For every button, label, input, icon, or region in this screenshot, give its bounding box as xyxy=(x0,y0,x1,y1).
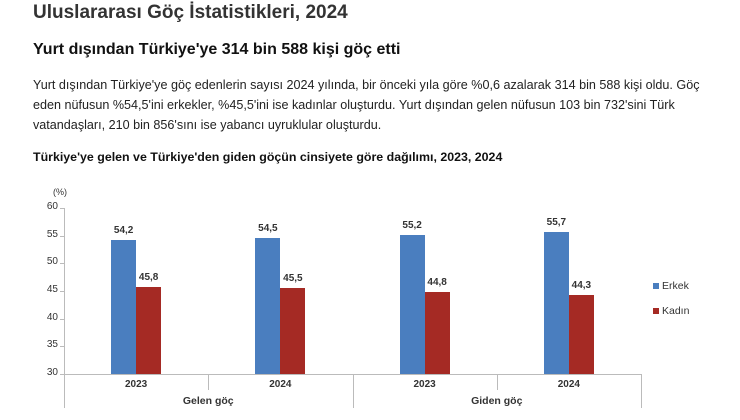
y-tick-label: 60 xyxy=(46,201,58,212)
y-tick xyxy=(60,318,64,320)
bar-kadın xyxy=(280,288,306,374)
bar-erkek xyxy=(399,234,425,374)
y-axis-unit: (%) xyxy=(53,187,67,197)
y-tick-label: 35 xyxy=(46,339,58,351)
x-tick-label: 2023 xyxy=(413,379,436,390)
data-label: 54,5 xyxy=(258,223,278,235)
bar-kadın xyxy=(136,286,162,374)
y-tick-label: 40 xyxy=(46,311,58,323)
legend-item-kadın: Kadın xyxy=(653,305,689,317)
group-divider xyxy=(64,374,65,408)
group-divider xyxy=(352,374,354,408)
data-label: 45,5 xyxy=(283,273,303,285)
y-tick-label: 55 xyxy=(46,228,58,240)
y-tick xyxy=(60,374,64,375)
y-tick xyxy=(60,291,64,292)
data-label: 55,2 xyxy=(402,219,422,231)
chart-title: Türkiye'ye gelen ve Türkiye'den giden gö… xyxy=(33,150,503,164)
bar-kadın xyxy=(568,294,594,374)
legend-label: Erkek xyxy=(662,280,689,292)
x-tick-label: 2024 xyxy=(269,379,292,390)
data-label: 44,8 xyxy=(427,277,447,289)
data-label: 55,7 xyxy=(546,216,567,228)
legend-swatch xyxy=(653,308,659,314)
data-label: 44,3 xyxy=(571,279,592,291)
summary-paragraph: Yurt dışından Türkiye'ye göç edenlerin s… xyxy=(33,78,700,132)
y-tick xyxy=(60,235,64,237)
y-axis xyxy=(64,208,65,374)
bar-kadın xyxy=(424,292,450,374)
bar-erkek xyxy=(255,238,281,374)
group-divider xyxy=(641,374,642,408)
legend-label: Kadın xyxy=(662,305,690,317)
data-label: 45,8 xyxy=(138,271,159,283)
category-tick xyxy=(208,374,210,390)
category-tick xyxy=(496,374,498,390)
legend-item-erkek: Erkek xyxy=(653,280,689,292)
legend-swatch xyxy=(653,283,659,289)
bar-erkek xyxy=(111,240,137,374)
x-tick-label: 2023 xyxy=(125,379,148,390)
y-tick-label: 30 xyxy=(46,367,58,378)
bar-erkek xyxy=(543,231,569,374)
group-label: Giden göç xyxy=(471,395,523,407)
y-tick xyxy=(60,346,64,348)
page-title: Uluslararası Göç İstatistikleri, 2024 xyxy=(33,2,348,23)
y-tick-label: 50 xyxy=(46,256,58,268)
y-tick xyxy=(60,208,64,209)
data-label: 54,2 xyxy=(113,225,134,237)
headline: Yurt dışından Türkiye'ye 314 bin 588 kiş… xyxy=(33,41,401,58)
y-tick-label: 45 xyxy=(46,284,58,295)
x-tick-label: 2024 xyxy=(557,379,580,390)
y-tick xyxy=(60,263,64,265)
group-label: Gelen göç xyxy=(182,395,234,407)
